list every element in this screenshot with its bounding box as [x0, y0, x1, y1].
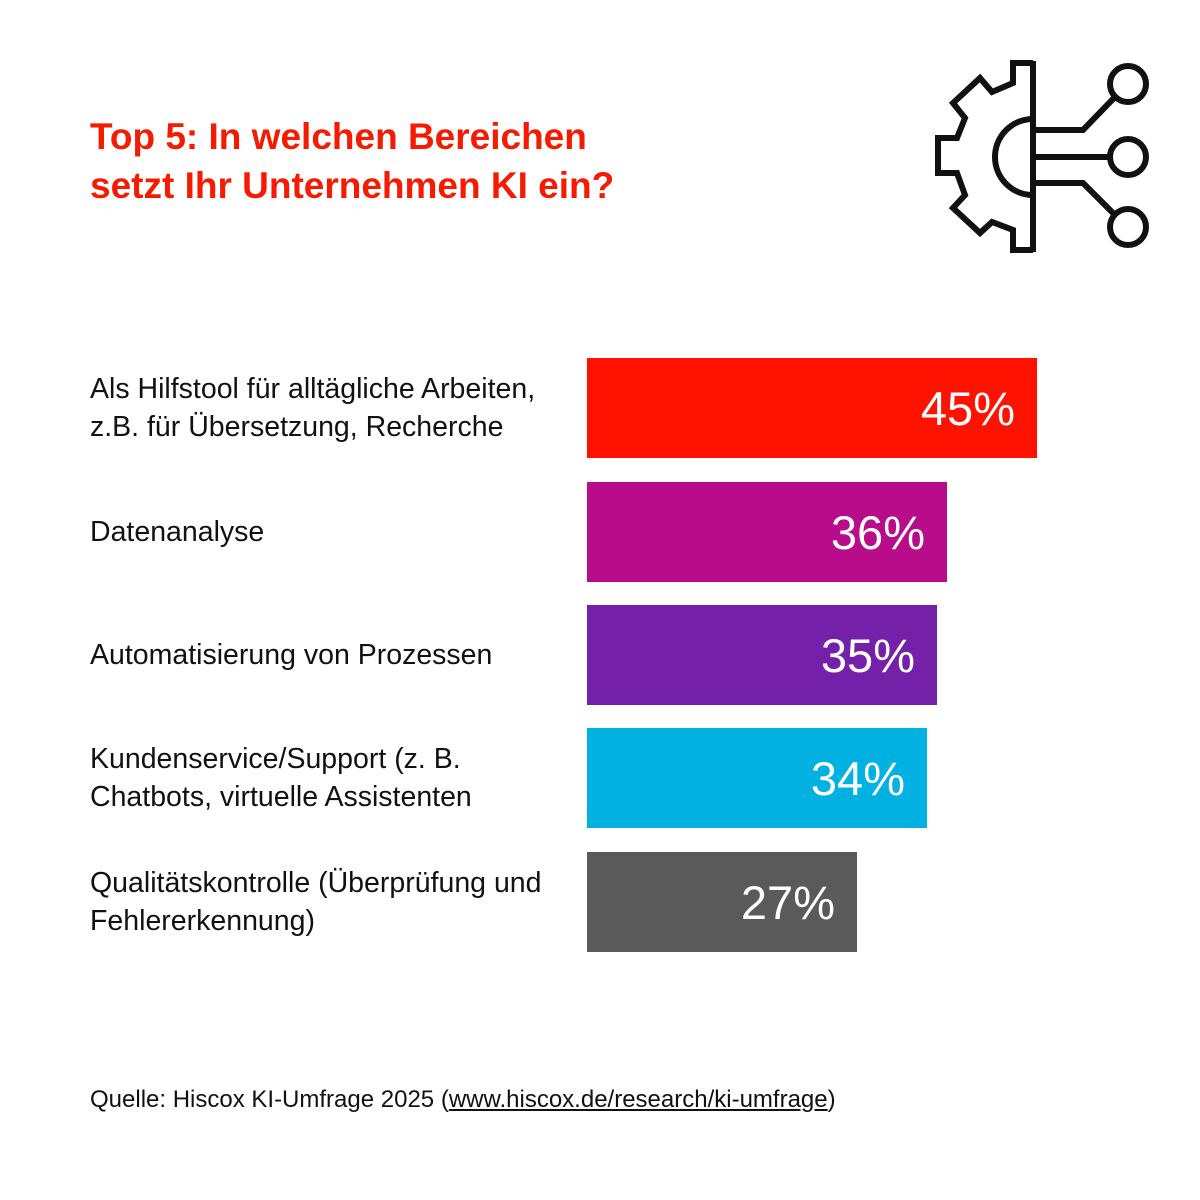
- source-suffix: ): [827, 1086, 836, 1113]
- category-label: Als Hilfstool für alltägliche Arbeiten, …: [90, 372, 536, 444]
- title-line-1: Top 5: In welchen Bereichen: [90, 116, 587, 157]
- bar-row: Als Hilfstool für alltägliche Arbeiten, …: [0, 358, 1200, 458]
- bar: 35%: [587, 605, 937, 705]
- value-label: 35%: [820, 628, 915, 682]
- value-label: 36%: [830, 505, 925, 559]
- bar: 36%: [587, 482, 947, 582]
- category-label: Datenanalyse: [90, 515, 265, 548]
- source-note: Quelle: Hiscox KI-Umfrage 2025 (www.hisc…: [90, 1086, 836, 1114]
- category-label: Automatisierung von Prozessen: [90, 638, 493, 671]
- source-prefix: Quelle: Hiscox KI-Umfrage 2025 (: [90, 1086, 449, 1113]
- category-label: Qualitätskontrolle (Überprüfung und Fehl…: [90, 866, 542, 938]
- value-label: 27%: [740, 875, 835, 929]
- gear-circuit-ai-icon: [935, 60, 1149, 253]
- bar-row: Datenanalyse 36%: [0, 482, 1200, 582]
- title-line-2: setzt Ihr Unternehmen KI ein?: [90, 165, 615, 206]
- bar-row: Qualitätskontrolle (Überprüfung und Fehl…: [0, 852, 1200, 952]
- bar-row: Kundenservice/Support (z. B. Chatbots, v…: [0, 728, 1200, 828]
- value-label: 45%: [920, 381, 1015, 435]
- bar: 45%: [587, 358, 1037, 458]
- bar: 34%: [587, 728, 927, 828]
- category-label: Kundenservice/Support (z. B. Chatbots, v…: [90, 742, 472, 814]
- chart-title: Top 5: In welchen Bereichen setzt Ihr Un…: [90, 112, 614, 210]
- value-label: 34%: [810, 751, 905, 805]
- bar: 27%: [587, 852, 857, 952]
- source-link[interactable]: www.hiscox.de/research/ki-umfrage: [448, 1086, 828, 1113]
- bar-row: Automatisierung von Prozessen 35%: [0, 605, 1200, 705]
